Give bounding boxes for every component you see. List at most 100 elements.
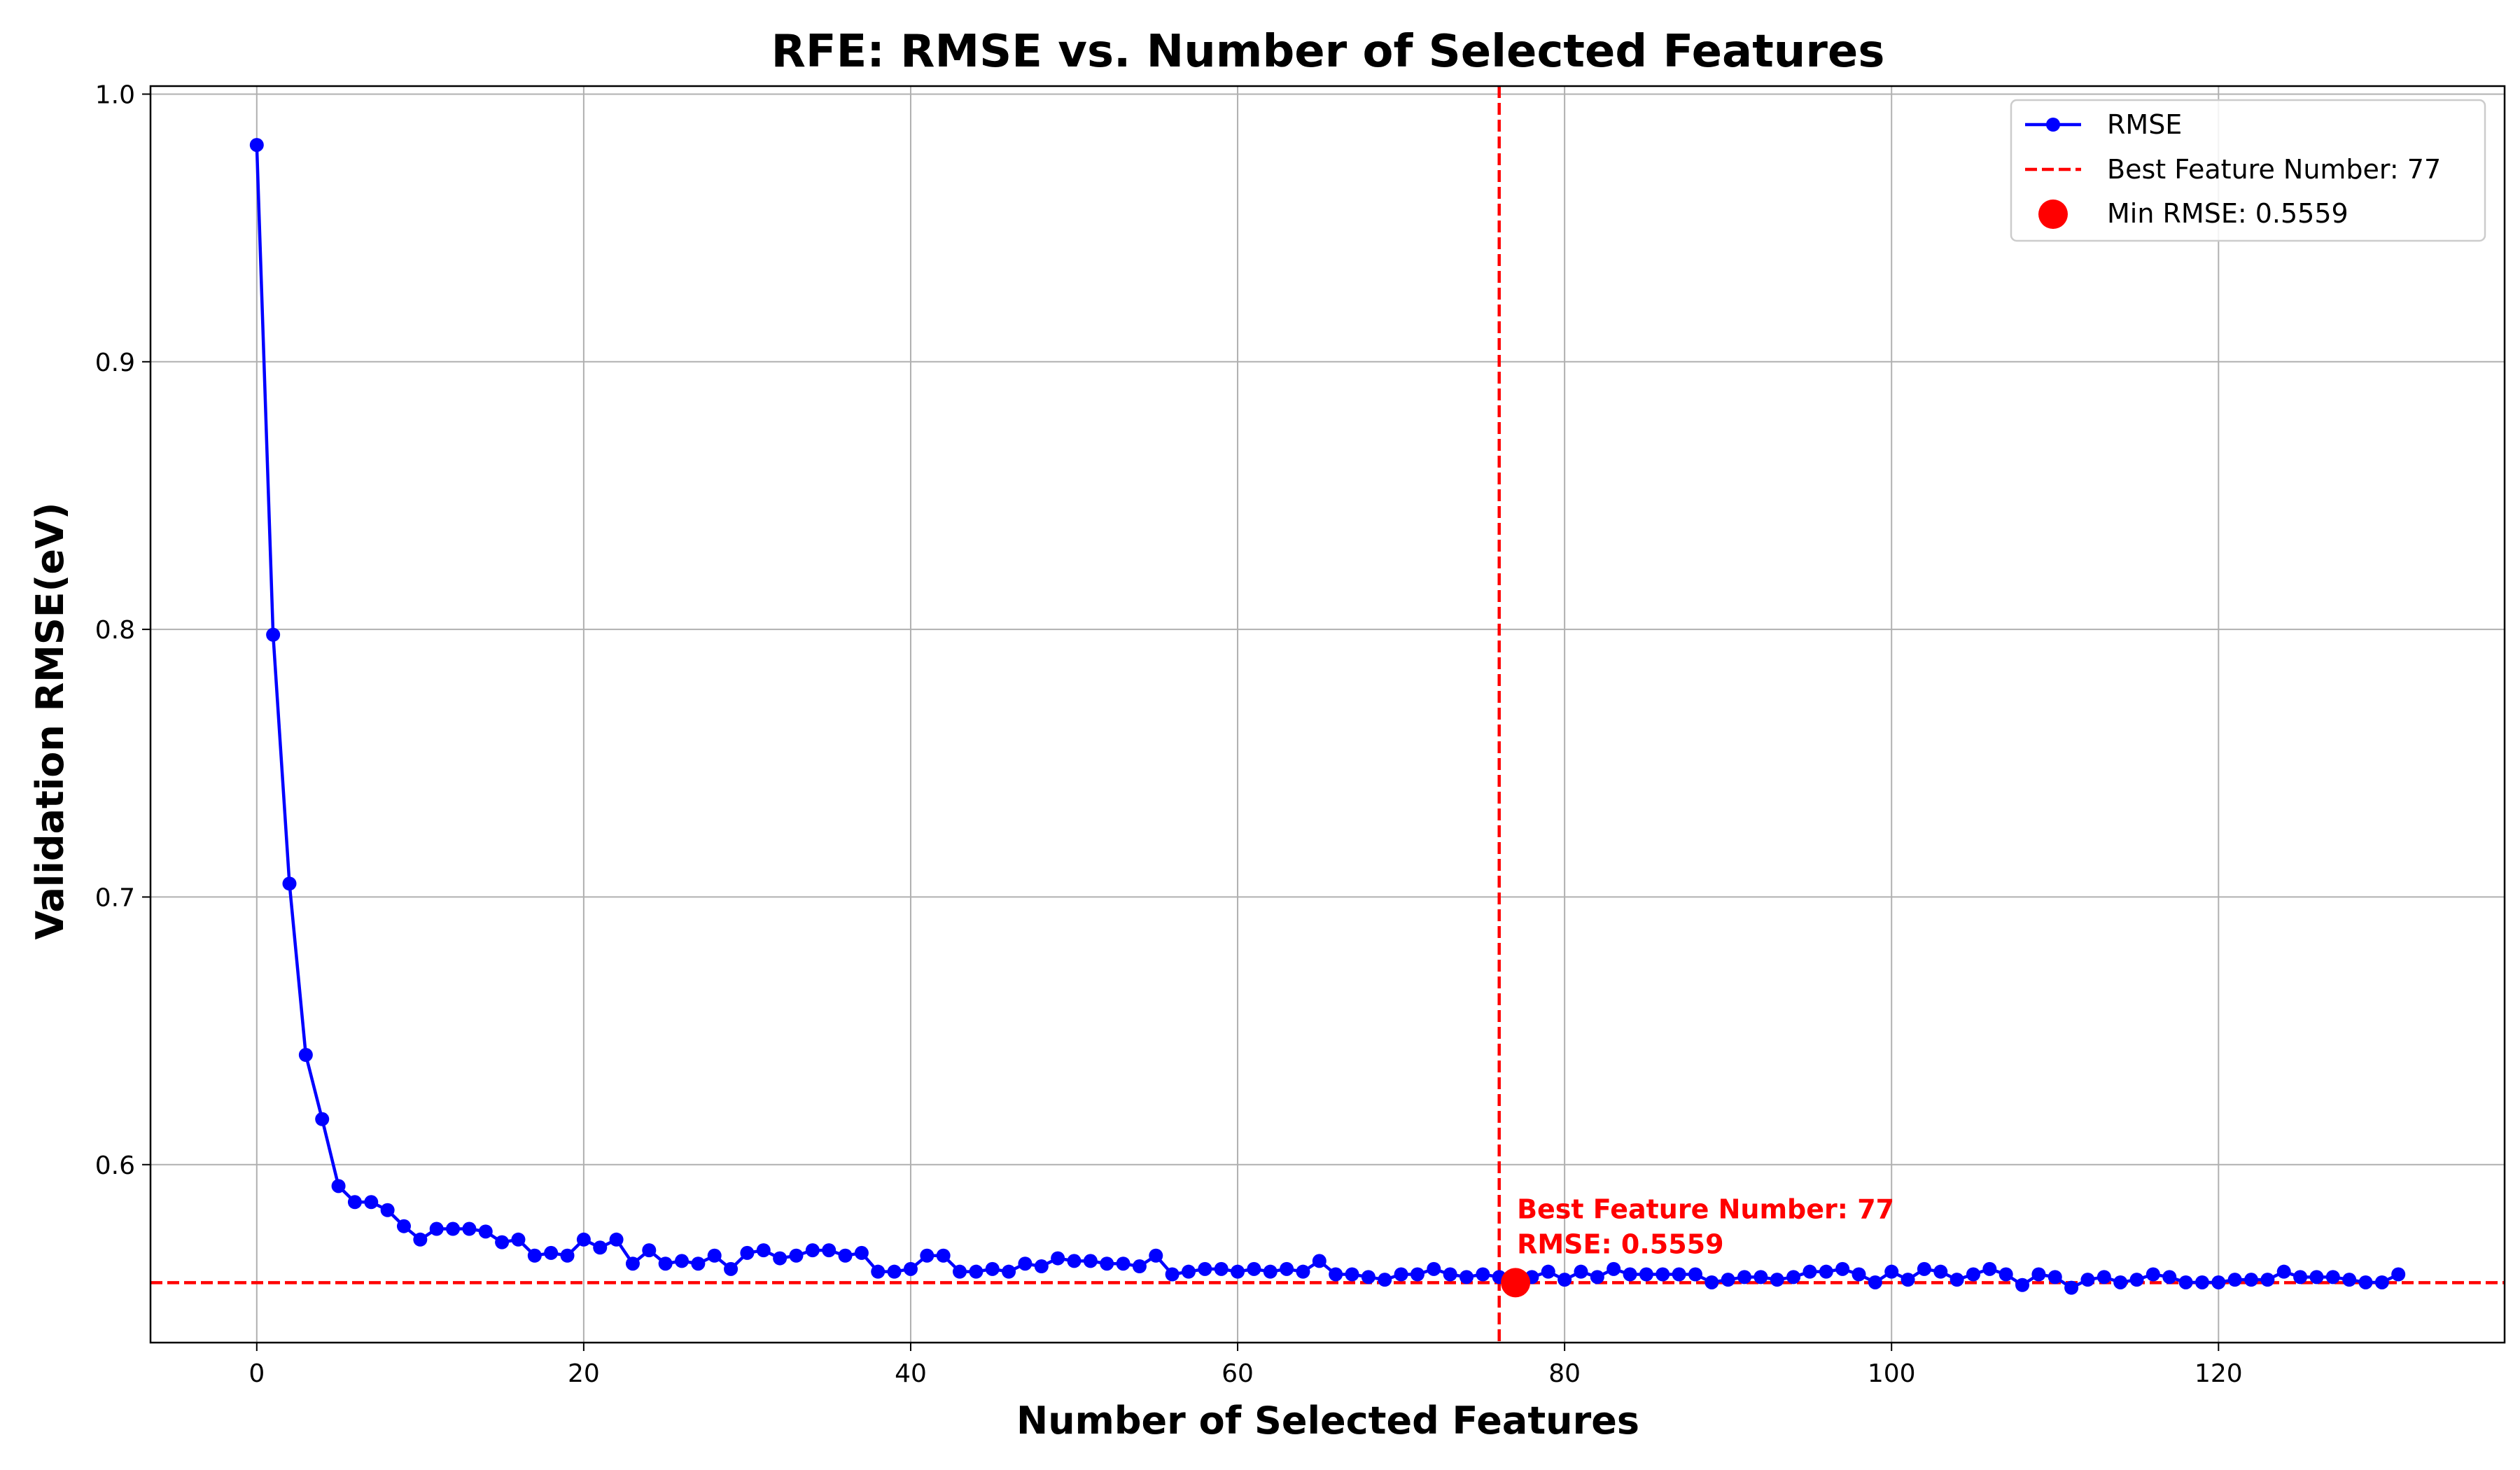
x-tick-label: 0 — [248, 1359, 265, 1388]
rmse-point — [838, 1248, 853, 1263]
legend: RMSE Best Feature Number: 77 Min RMSE: 0… — [2010, 99, 2486, 242]
rmse-point — [2113, 1275, 2128, 1289]
x-tick-label: 80 — [1548, 1359, 1581, 1388]
rmse-point — [1181, 1264, 1196, 1279]
rmse-point — [462, 1222, 477, 1236]
rmse-point — [2293, 1270, 2308, 1284]
rmse-point — [1737, 1270, 1752, 1284]
rmse-point — [789, 1248, 804, 1263]
rmse-point — [511, 1232, 526, 1247]
x-axis-title: Number of Selected Features — [1016, 1399, 1639, 1443]
rmse-point — [2064, 1280, 2079, 1295]
rmse-point — [413, 1232, 428, 1247]
annotation-best-feature: Best Feature Number: 77 — [1517, 1194, 1894, 1224]
rmse-point — [1410, 1267, 1424, 1282]
rmse-point — [773, 1251, 788, 1266]
rmse-point — [2260, 1273, 2275, 1287]
x-tick-label: 60 — [1222, 1359, 1254, 1388]
rmse-point — [871, 1264, 886, 1279]
rmse-point — [2391, 1267, 2406, 1282]
rmse-point — [1329, 1267, 1343, 1282]
grid — [150, 86, 2505, 1343]
rmse-point — [2178, 1275, 2193, 1289]
rmse-point — [822, 1243, 836, 1258]
rmse-point — [2146, 1267, 2160, 1282]
legend-min-rmse-marker — [2038, 200, 2068, 229]
rmse-point — [707, 1248, 722, 1263]
rmse-point — [1460, 1270, 1474, 1284]
rmse-point — [331, 1179, 346, 1194]
rmse-point — [1165, 1267, 1180, 1282]
rmse-point — [625, 1256, 640, 1271]
x-tick-label: 20 — [568, 1359, 600, 1388]
rmse-point — [282, 876, 297, 891]
rmse-point — [609, 1232, 624, 1247]
rmse-point — [315, 1112, 330, 1126]
y-tick-label: 0.6 — [95, 1152, 135, 1180]
annotation-rmse: RMSE: 0.5559 — [1517, 1228, 1723, 1259]
rmse-point — [1802, 1264, 1817, 1279]
rmse-point — [1051, 1251, 1065, 1266]
rmse-point — [1656, 1267, 1670, 1282]
rmse-point — [2374, 1275, 2389, 1289]
x-tick-label: 40 — [895, 1359, 927, 1388]
rmse-point — [2227, 1273, 2242, 1287]
y-tick-label: 1.0 — [95, 80, 135, 109]
rmse-point — [658, 1256, 673, 1271]
rmse-point — [1427, 1261, 1441, 1276]
rmse-point — [1754, 1270, 1768, 1284]
rmse-point — [2276, 1264, 2291, 1279]
rmse-point — [1132, 1259, 1147, 1274]
rmse-point — [691, 1256, 706, 1271]
rmse-point — [1231, 1264, 1245, 1279]
rmse-point — [1361, 1270, 1376, 1284]
rmse-point — [249, 138, 264, 153]
legend-marks — [2025, 118, 2081, 229]
rmse-point — [1263, 1264, 1278, 1279]
rmse-point — [2031, 1267, 2046, 1282]
rmse-point — [854, 1245, 869, 1260]
rmse-point — [1443, 1267, 1457, 1282]
rmse-point — [2047, 1270, 2062, 1284]
x-tick-label: 100 — [1868, 1359, 1916, 1388]
rmse-point — [1835, 1261, 1850, 1276]
rmse-point — [985, 1261, 1000, 1276]
rmse-point — [1247, 1261, 1261, 1276]
rmse-point — [2358, 1275, 2373, 1289]
y-tick-label: 0.9 — [95, 349, 135, 377]
rmse-point — [1198, 1261, 1212, 1276]
rmse-point — [544, 1245, 559, 1260]
reference-lines — [150, 86, 2505, 1343]
rmse-point — [2325, 1270, 2340, 1284]
rmse-point — [1786, 1270, 1801, 1284]
rmse-point — [1541, 1264, 1555, 1279]
rmse-point — [1002, 1264, 1016, 1279]
rmse-point — [1917, 1261, 1931, 1276]
chart-title: RFE: RMSE vs. Number of Selected Feature… — [771, 26, 1885, 78]
rmse-point — [2342, 1273, 2357, 1287]
rmse-point — [756, 1243, 771, 1258]
rmse-point — [380, 1203, 395, 1217]
legend-rmse-marker — [2046, 118, 2060, 132]
min-rmse-point — [1501, 1268, 1531, 1298]
rmse-point — [1770, 1273, 1784, 1287]
rmse-point — [1067, 1254, 1082, 1268]
min-point-layer — [1501, 1268, 1531, 1298]
axis-ticks: 0 20 40 60 80 100 120 0.6 0.7 0.8 0.9 1.0 — [95, 80, 2243, 1388]
rmse-point — [1900, 1273, 1915, 1287]
rmse-point — [347, 1195, 362, 1210]
rmse-point — [642, 1243, 657, 1258]
rmse-point — [495, 1235, 510, 1250]
rmse-point — [920, 1248, 934, 1263]
legend-label-best-feature: Best Feature Number: 77 — [2107, 154, 2441, 185]
rmse-point — [364, 1195, 379, 1210]
rmse-point — [1100, 1256, 1114, 1271]
rmse-point — [903, 1261, 918, 1276]
rmse-point — [1116, 1256, 1130, 1271]
rmse-point — [1280, 1261, 1294, 1276]
rmse-point — [1034, 1259, 1049, 1274]
rmse-point — [1639, 1267, 1653, 1282]
rmse-point — [1851, 1267, 1866, 1282]
